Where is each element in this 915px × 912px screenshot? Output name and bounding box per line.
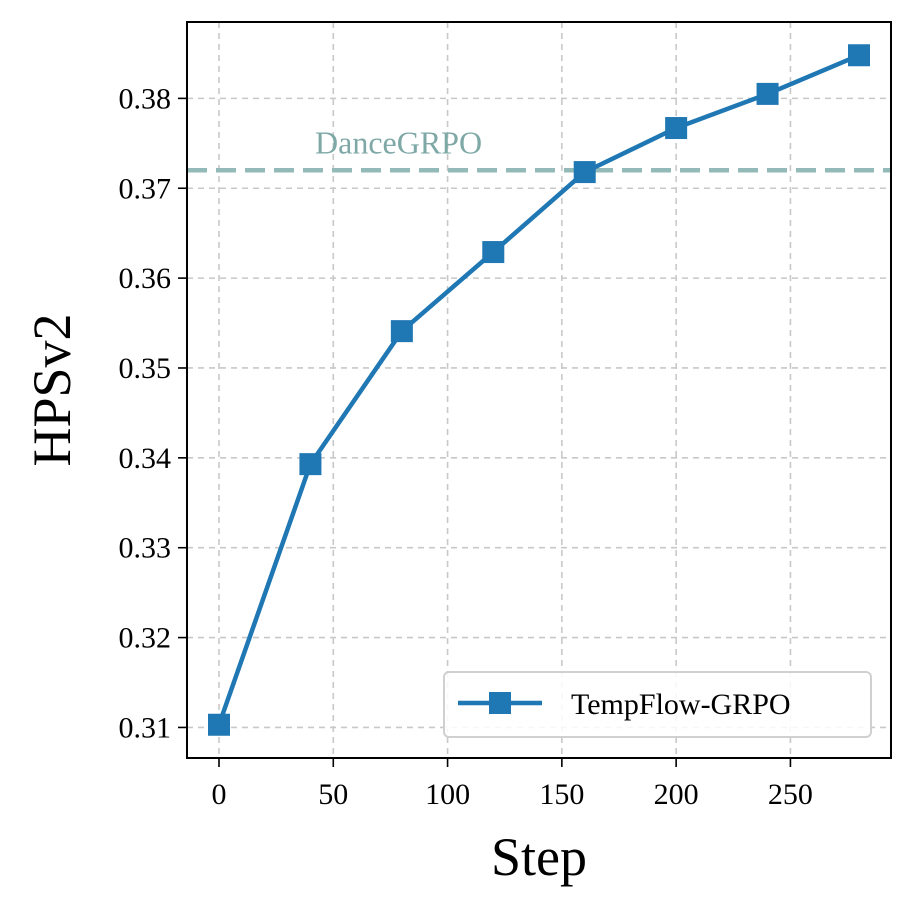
legend-label: TempFlow-GRPO <box>571 688 791 721</box>
grid <box>187 22 891 758</box>
data-point <box>665 117 688 140</box>
legend: TempFlow-GRPO <box>443 671 872 738</box>
x-tick-label: 250 <box>768 778 813 811</box>
x-tick-label: 200 <box>654 778 699 811</box>
y-axis-ticks: 0.31 0.32 0.33 0.34 0.35 0.36 0.37 0.38 <box>119 82 187 744</box>
plot-area-frame <box>186 21 892 759</box>
y-tick-label: 0.31 <box>119 711 172 744</box>
y-tick-label: 0.35 <box>119 352 172 385</box>
x-tick-label: 0 <box>212 778 227 811</box>
y-tick-label: 0.37 <box>119 172 172 205</box>
series-group <box>208 44 870 736</box>
x-axis-ticks: 0 50 100 150 200 250 <box>212 758 813 811</box>
data-point <box>299 453 322 476</box>
data-point <box>573 161 596 184</box>
y-tick-label: 0.36 <box>119 262 172 295</box>
y-tick-label: 0.33 <box>119 532 172 565</box>
data-point <box>390 320 413 343</box>
data-point <box>482 241 505 264</box>
reference-line-group: DanceGRPO <box>187 124 891 173</box>
data-point <box>848 44 870 67</box>
y-tick-label: 0.38 <box>119 82 172 115</box>
legend-box <box>443 671 872 738</box>
x-axis-title: Step <box>491 827 587 887</box>
series-line <box>216 53 862 727</box>
x-tick-label: 50 <box>318 778 348 811</box>
data-point <box>208 713 230 736</box>
data-point <box>756 82 779 105</box>
y-tick-label: 0.32 <box>119 622 172 655</box>
x-tick-label: 150 <box>539 778 584 811</box>
x-tick-label: 100 <box>425 778 470 811</box>
y-tick-label: 0.34 <box>119 442 172 475</box>
y-axis-title: HPSv2 <box>22 313 82 466</box>
legend-marker-swatch <box>489 692 511 714</box>
reference-line-label: DanceGRPO <box>315 124 482 160</box>
